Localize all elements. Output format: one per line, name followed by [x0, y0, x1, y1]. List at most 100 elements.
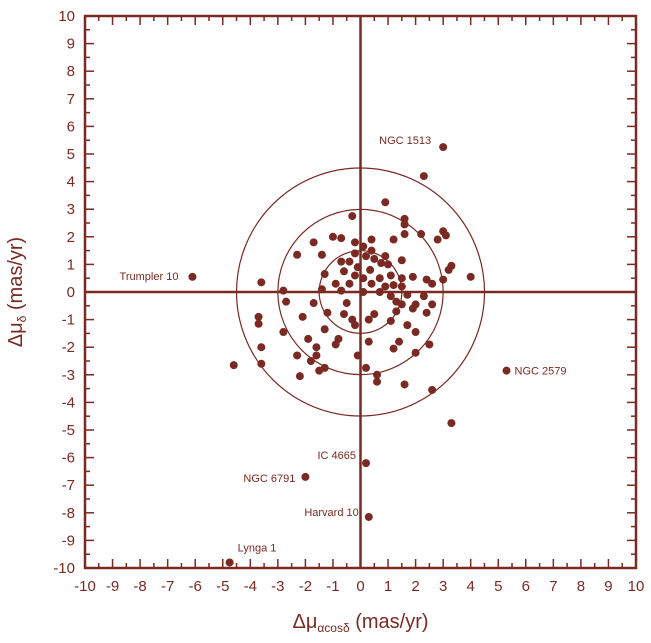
- data-points: [188, 143, 511, 567]
- data-point: [428, 385, 437, 394]
- y-tick-label: 8: [67, 63, 75, 80]
- x-tick-label: -9: [106, 578, 119, 595]
- data-point: [419, 292, 428, 301]
- y-tick-label: -1: [62, 312, 75, 329]
- data-point: [389, 235, 398, 244]
- x-tick-label: 1: [384, 578, 392, 595]
- y-tick-label: -2: [62, 339, 75, 356]
- data-point: [337, 234, 346, 243]
- data-point: [353, 263, 362, 272]
- data-point: [386, 271, 395, 280]
- data-point: [339, 267, 348, 276]
- data-point: [408, 272, 417, 281]
- data-point: [466, 272, 475, 281]
- data-point: [304, 334, 313, 343]
- data-point: [257, 359, 266, 368]
- data-point: [397, 256, 406, 265]
- data-point: [400, 230, 409, 239]
- x-tick-label: 0: [356, 578, 364, 595]
- data-point: [403, 321, 412, 330]
- y-tick-label: -4: [62, 394, 75, 411]
- data-point: [312, 343, 321, 352]
- x-tick-labels: -10 -9 -8 -7 -6 -5 -4 -3 -2 -1 0 1 2 3 4 5 6 7 8 9 10: [74, 578, 644, 595]
- y-tick-label: -7: [62, 477, 75, 494]
- y-tick-label: 10: [58, 8, 75, 25]
- data-point: [389, 281, 398, 290]
- data-point: [339, 310, 348, 319]
- data-point: [350, 238, 359, 247]
- data-point: [359, 242, 368, 251]
- data-point: [386, 292, 395, 301]
- y-tick-label: 2: [67, 229, 75, 246]
- data-point: [306, 357, 315, 365]
- data-point: [400, 214, 409, 223]
- x-axis-title-sub: αcosδ: [317, 621, 350, 635]
- data-point: [323, 308, 332, 317]
- x-tick-label: 3: [439, 578, 447, 595]
- y-tick-label: -8: [62, 505, 75, 522]
- x-tick-label: -4: [244, 578, 257, 595]
- data-point: [282, 297, 291, 306]
- data-point: [320, 270, 329, 279]
- x-tick-label: 4: [467, 578, 475, 595]
- x-tick-label: -6: [189, 578, 202, 595]
- data-point: [441, 231, 450, 240]
- data-point: [408, 304, 417, 313]
- data-point: [428, 279, 437, 288]
- data-point: [373, 377, 382, 386]
- x-tick-label: -7: [161, 578, 174, 595]
- data-point: [331, 279, 340, 288]
- data-point: [353, 351, 362, 360]
- data-point: [295, 372, 304, 381]
- labeled-data-point: [301, 472, 310, 481]
- point-label: Trumpler 10: [120, 271, 179, 283]
- x-tick-label: -3: [271, 578, 284, 595]
- x-tick-label: -5: [216, 578, 229, 595]
- data-point: [350, 271, 359, 280]
- data-point: [433, 235, 442, 244]
- x-tick-label: 10: [628, 578, 645, 595]
- y-tick-label: -6: [62, 450, 75, 467]
- y-tick-label: -10: [53, 560, 75, 577]
- x-tick-label: 5: [494, 578, 502, 595]
- data-point: [392, 307, 401, 316]
- data-point: [364, 337, 373, 346]
- x-tick-label: 6: [522, 578, 530, 595]
- data-point: [444, 265, 453, 274]
- data-point: [411, 328, 420, 337]
- data-point: [403, 290, 412, 299]
- data-point: [337, 286, 346, 295]
- y-axis-title: Δμδ (mas/yr): [5, 237, 29, 347]
- point-label: NGC 2579: [515, 366, 567, 378]
- y-tick-label: -3: [62, 367, 75, 384]
- data-point: [411, 348, 420, 357]
- data-point: [337, 257, 346, 266]
- x-axis-title-prefix: Δμ: [292, 611, 317, 633]
- x-axis-title-suffix: (mas/yr): [350, 611, 429, 633]
- data-point: [381, 252, 390, 261]
- data-point: [370, 310, 379, 319]
- data-point: [359, 274, 368, 283]
- data-point: [381, 198, 390, 207]
- data-point: [375, 288, 384, 296]
- point-label: NGC 1513: [379, 135, 431, 147]
- data-point: [359, 288, 368, 296]
- y-axis-title-prefix: Δμ: [5, 322, 27, 347]
- data-point: [317, 250, 326, 259]
- x-tick-label: -10: [74, 578, 96, 595]
- data-point: [257, 343, 266, 352]
- y-axis-title-suffix: (mas/yr): [5, 237, 27, 316]
- y-tick-label: 0: [67, 284, 75, 301]
- data-point: [377, 259, 386, 268]
- data-point: [315, 366, 324, 375]
- data-point: [366, 265, 375, 274]
- labeled-data-point: [225, 558, 234, 567]
- data-point: [400, 380, 409, 389]
- data-point: [400, 220, 409, 229]
- labeled-data-point: [439, 143, 448, 152]
- data-point: [419, 172, 428, 181]
- data-point: [345, 279, 354, 288]
- labeled-data-point: [364, 512, 373, 521]
- data-point: [370, 254, 379, 263]
